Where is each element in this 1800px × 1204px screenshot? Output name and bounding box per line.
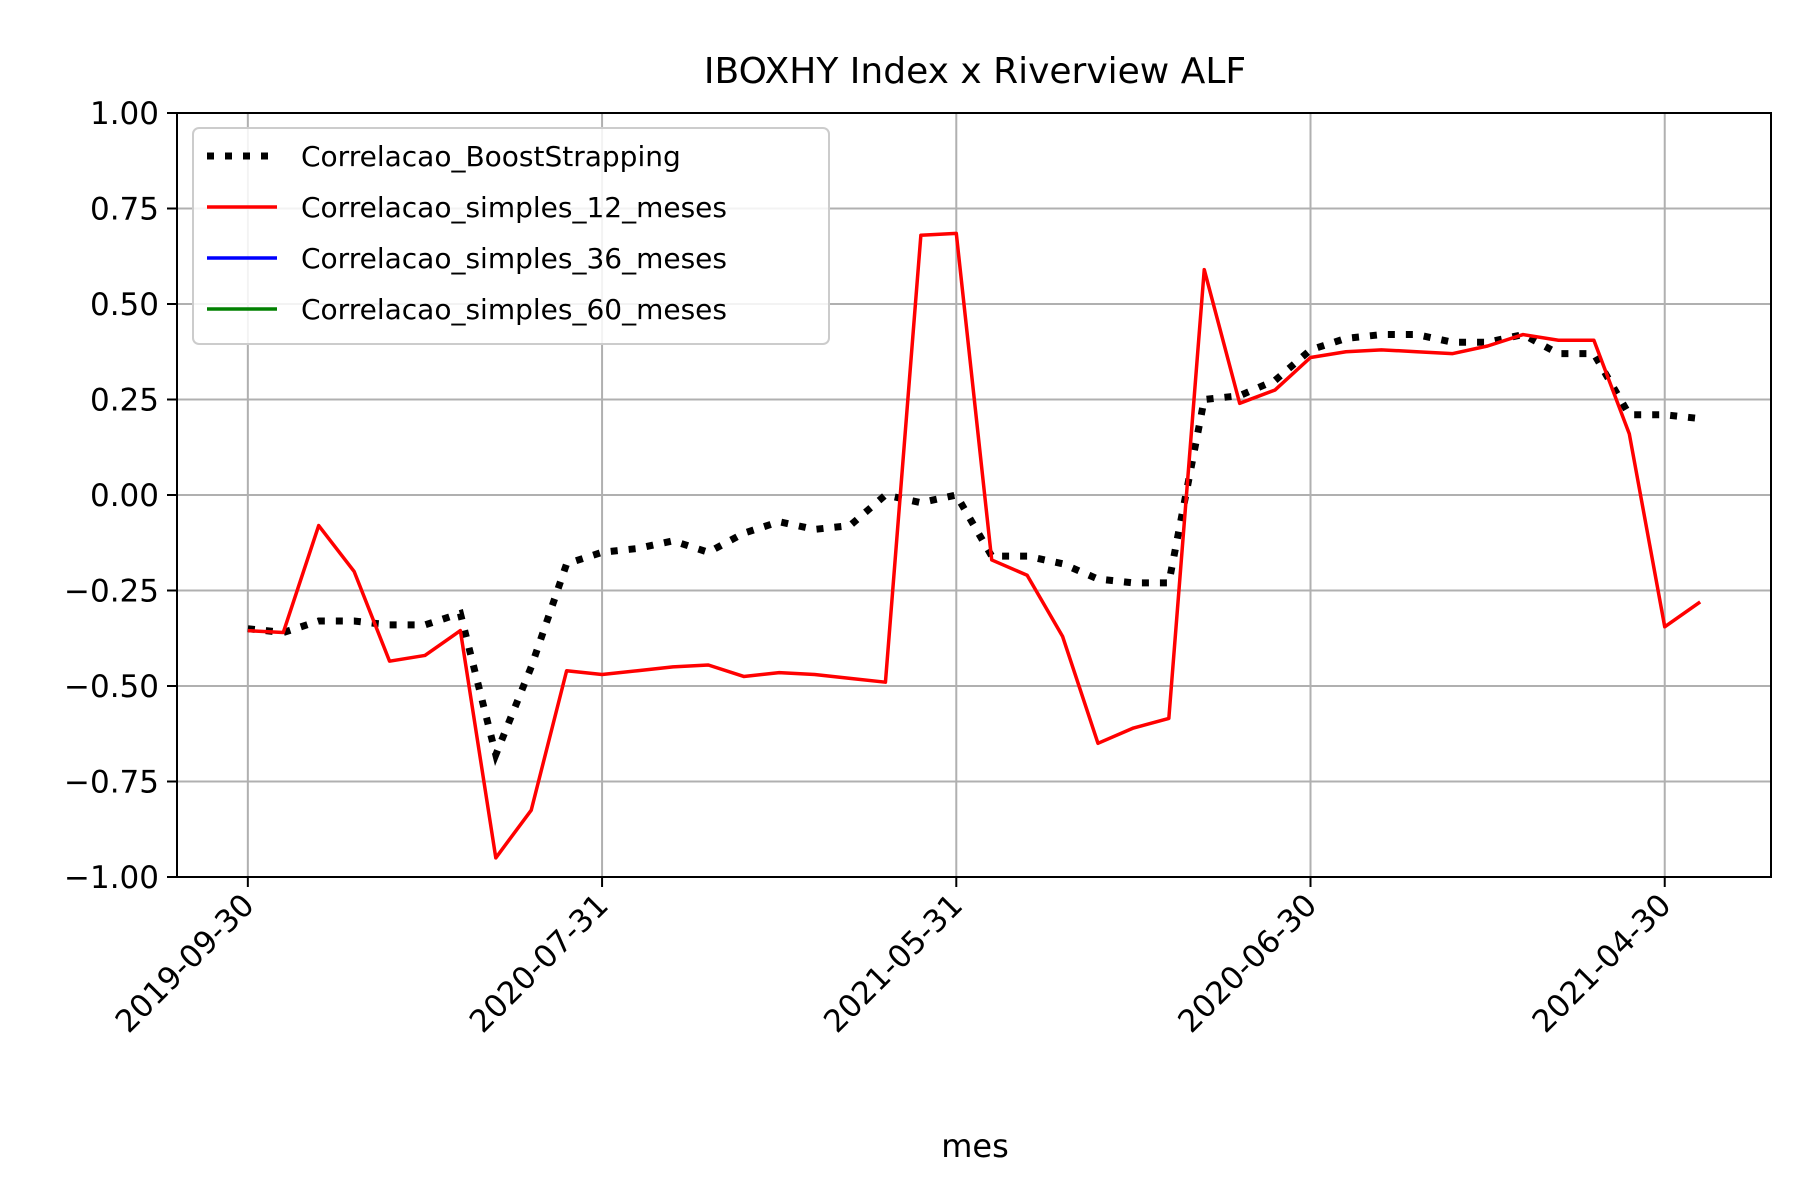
y-tick-label: 0.25: [90, 383, 159, 419]
y-tick-label: 0.00: [90, 478, 159, 514]
legend-box: [192, 127, 830, 345]
y-tick-label: 0.75: [90, 192, 159, 228]
x-axis-label: mes: [941, 1127, 1009, 1165]
legend-label: Correlacao_simples_12_meses: [301, 191, 727, 224]
legend-label: Correlacao_simples_60_meses: [301, 293, 727, 326]
series-layer: [247, 231, 1702, 860]
legend-label: Correlacao_BoostStrapping: [301, 140, 681, 173]
y-tick-label: 0.50: [90, 287, 159, 323]
chart-title: IBOXHY Index x Riverview ALF: [704, 51, 1246, 92]
y-tick-label: −1.00: [64, 860, 159, 896]
legend: Correlacao_BoostStrapping Correlacao_simp…: [192, 127, 830, 345]
series-line-Correlacao_simples_12_meses: [247, 231, 1702, 860]
y-tick-label: −0.25: [64, 574, 159, 610]
y-tick-label: −0.75: [64, 765, 159, 801]
y-tick-label: −0.50: [64, 669, 159, 705]
y-axis: 1.00 0.75 0.50 0.25 0.00 −0.25 −0.50 −0.75 −1.00: [64, 96, 177, 896]
y-tick-label: 1.00: [90, 96, 159, 132]
legend-label: Correlacao_simples_36_meses: [301, 242, 727, 275]
